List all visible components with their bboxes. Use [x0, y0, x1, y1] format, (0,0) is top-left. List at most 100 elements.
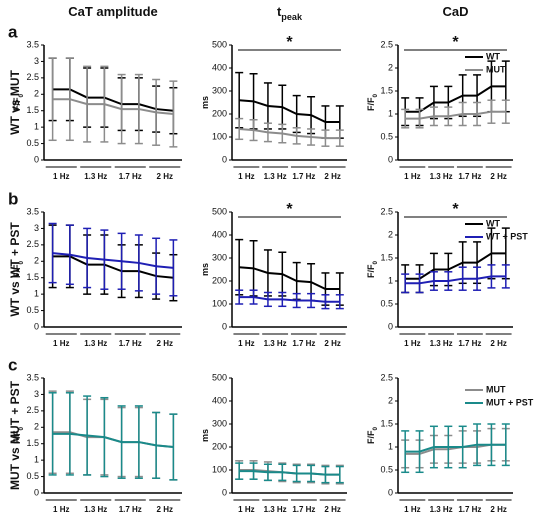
x-tick-label: 1 Hz [404, 339, 420, 348]
x-tick-label: 1.7 Hz [119, 339, 142, 348]
x-tick-label: 1.3 Hz [84, 339, 107, 348]
y-tick-label: 0 [222, 487, 227, 497]
y-axis-label-sub: 0 [18, 261, 25, 265]
y-tick-label: 2.5 [380, 39, 393, 49]
y-tick-label: 300 [212, 252, 227, 262]
y-tick-label: 2.5 [26, 405, 39, 415]
x-tick-label: 1.7 Hz [292, 339, 315, 348]
y-axis-label-main: ms [200, 263, 210, 276]
column-title-main: t [277, 4, 282, 19]
y-axis-label-main: ms [200, 96, 210, 109]
y-tick-label: 2 [388, 229, 393, 239]
y-axis-label: F/F0 [366, 94, 379, 112]
series-line [239, 296, 340, 303]
y-tick-label: 100 [212, 298, 227, 308]
y-tick-label: 0 [388, 154, 393, 164]
x-tick-label: 2 Hz [157, 505, 173, 514]
series-line [405, 443, 506, 453]
y-tick-label: 300 [212, 418, 227, 428]
x-tick-label: 1 Hz [53, 172, 69, 181]
x-tick-label: 1 Hz [404, 505, 420, 514]
y-tick-label: 100 [212, 131, 227, 141]
y-tick-label: 1.5 [26, 272, 39, 282]
y-axis-label-sub: 0 [372, 261, 379, 265]
y-axis-label-main: F/F [12, 97, 22, 111]
column-title: CaT amplitude [68, 4, 158, 19]
y-axis-label: F/F0 [366, 261, 379, 279]
legend-label: WT + PST [486, 231, 528, 241]
legend-label: MUT [486, 64, 506, 74]
y-axis-label: ms [200, 96, 210, 109]
x-tick-label: 1 Hz [53, 339, 69, 348]
x-tick-label: 2 Hz [324, 172, 340, 181]
x-tick-label: 1.3 Hz [84, 172, 107, 181]
y-axis-label-main: F/F [366, 430, 376, 444]
column-title: CaD [442, 4, 468, 19]
y-tick-label: 3.5 [26, 39, 39, 49]
y-tick-label: 2.5 [26, 72, 39, 82]
y-axis-label: ms [200, 429, 210, 442]
y-tick-label: 0.5 [380, 464, 393, 474]
y-tick-label: 1.5 [380, 252, 393, 262]
y-tick-label: 3 [34, 223, 39, 233]
x-tick-label: 2 Hz [157, 172, 173, 181]
y-axis-label-sub: 0 [372, 94, 379, 98]
x-tick-label: 1.3 Hz [264, 172, 287, 181]
x-tick-label: 1 Hz [238, 339, 254, 348]
x-tick-label: 1.3 Hz [264, 339, 287, 348]
annotation: * [286, 201, 293, 218]
x-tick-label: 2 Hz [490, 505, 506, 514]
series-line [52, 432, 174, 448]
y-axis-label-sub: 0 [372, 427, 379, 431]
y-tick-label: 0 [222, 321, 227, 331]
series-line [239, 127, 340, 140]
y-tick-label: 500 [212, 39, 227, 49]
y-tick-label: 2.5 [380, 206, 393, 216]
y-tick-label: 200 [212, 108, 227, 118]
y-tick-label: 1 [388, 108, 393, 118]
x-tick-label: 1.3 Hz [430, 339, 453, 348]
y-axis-label: F/F0 [12, 427, 25, 445]
legend-label: WT [486, 218, 500, 228]
y-tick-label: 3.5 [26, 206, 39, 216]
x-tick-label: 1.7 Hz [119, 172, 142, 181]
y-tick-label: 1.5 [380, 418, 393, 428]
y-tick-label: 500 [212, 206, 227, 216]
y-tick-label: 2.5 [380, 372, 393, 382]
y-axis-label-main: F/F [366, 264, 376, 278]
y-tick-label: 0 [34, 154, 39, 164]
x-tick-label: 2 Hz [490, 172, 506, 181]
x-tick-label: 1.7 Hz [292, 172, 315, 181]
y-tick-label: 400 [212, 229, 227, 239]
legend-label: MUT + PST [486, 397, 534, 407]
x-tick-label: 1.3 Hz [430, 172, 453, 181]
y-axis-label-sub: 0 [18, 94, 25, 98]
y-tick-label: 2 [388, 62, 393, 72]
panel-label: c [8, 355, 17, 374]
x-tick-label: 1.3 Hz [430, 505, 453, 514]
y-axis-label-main: F/F [366, 97, 376, 111]
y-tick-label: 0 [222, 154, 227, 164]
y-tick-label: 0.5 [26, 305, 39, 315]
y-tick-label: 1.5 [380, 85, 393, 95]
y-tick-label: 1 [34, 122, 39, 132]
panel-label: b [8, 189, 18, 208]
y-tick-label: 3 [34, 56, 39, 66]
series-line [405, 85, 506, 113]
y-tick-label: 200 [212, 441, 227, 451]
y-axis-label-main: ms [200, 429, 210, 442]
y-tick-label: 0 [34, 321, 39, 331]
y-tick-label: 2 [34, 89, 39, 99]
x-tick-label: 1 Hz [238, 505, 254, 514]
column-title-main: CaD [442, 4, 468, 19]
x-tick-label: 1.7 Hz [292, 505, 315, 514]
y-tick-label: 2 [388, 395, 393, 405]
series-line [239, 266, 340, 291]
y-axis-label: F/F0 [12, 261, 25, 279]
legend-label: MUT [486, 384, 506, 394]
y-tick-label: 1.5 [26, 438, 39, 448]
annotation: * [452, 201, 459, 218]
x-tick-label: 1.7 Hz [119, 505, 142, 514]
y-tick-label: 0.5 [380, 131, 393, 141]
